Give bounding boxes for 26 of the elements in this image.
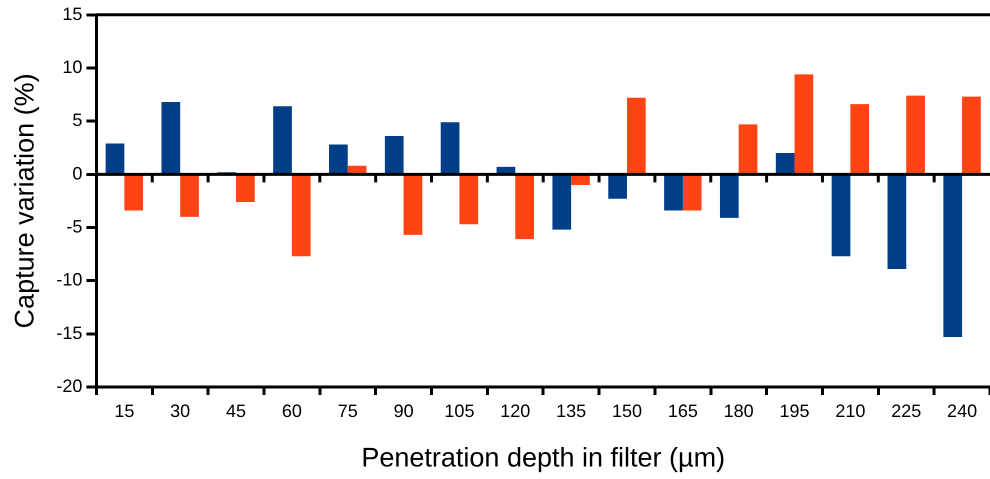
x-tick-label: 150 (612, 400, 642, 421)
x-tick-label: 45 (226, 400, 246, 421)
x-tick-label: 210 (835, 400, 866, 421)
x-tick-label: 15 (114, 400, 134, 421)
y-tick-label: 10 (62, 56, 82, 77)
x-tick-label: 120 (500, 400, 530, 421)
y-tick-label: 0 (72, 163, 82, 184)
x-tick-label: 195 (780, 400, 810, 421)
y-tick-label: -5 (66, 216, 82, 236)
x-tick-label: 165 (668, 400, 698, 421)
y-tick-label: -20 (56, 376, 82, 396)
y-tick-label: 15 (62, 4, 82, 24)
x-tick-label: 225 (891, 400, 922, 421)
y-tick-label: 5 (72, 110, 82, 130)
x-tick-label: 30 (170, 400, 190, 421)
y-axis-title: Capture variation (%) (10, 73, 40, 328)
x-axis-title: Penetration depth in filter (µm) (361, 442, 726, 472)
x-tick-label: 90 (394, 400, 414, 421)
x-tick-label: 135 (556, 400, 586, 421)
x-tick-label: 60 (282, 400, 302, 421)
y-tick-label: -15 (56, 322, 82, 343)
x-tick-label: 105 (444, 400, 474, 421)
x-tick-label: 180 (724, 400, 754, 421)
x-tick-label: 240 (947, 400, 978, 421)
y-tick-label: -10 (56, 270, 82, 290)
x-tick-label: 75 (338, 400, 358, 421)
